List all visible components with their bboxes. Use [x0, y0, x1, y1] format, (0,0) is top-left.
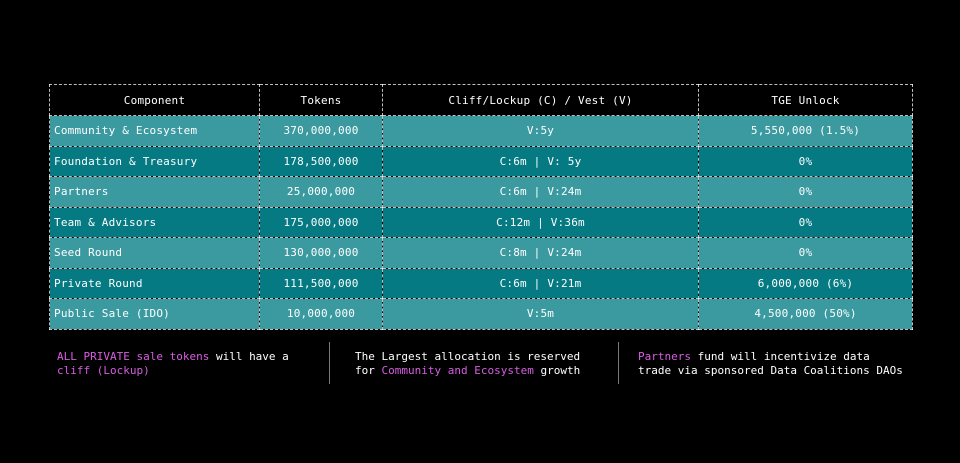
cell-tokens: 111,500,000	[259, 267, 383, 299]
table-row: Public Sale (IDO) 10,000,000 V:5m 4,500,…	[49, 298, 913, 330]
cell-tge-unlock: 6,000,000 (6%)	[698, 267, 913, 299]
cell-tge-unlock: 0%	[698, 145, 913, 177]
cell-tokens: 10,000,000	[259, 298, 383, 330]
table-row: Team & Advisors 175,000,000 C:12m | V:36…	[49, 206, 913, 238]
note-highlight: ALL PRIVATE sale tokens	[57, 350, 210, 363]
cell-cliff-vest: V:5y	[382, 115, 699, 147]
cell-tokens: 130,000,000	[259, 237, 383, 269]
cell-tge-unlock: 5,550,000 (1.5%)	[698, 115, 913, 147]
cell-component: Team & Advisors	[49, 206, 260, 238]
note-text: growth	[533, 364, 581, 377]
cell-cliff-vest: C:6m | V:24m	[382, 176, 699, 208]
note-divider	[618, 342, 619, 384]
footnotes: ALL PRIVATE sale tokens will have a clif…	[0, 342, 960, 384]
cell-component: Private Round	[49, 267, 260, 299]
cell-cliff-vest: C:8m | V:24m	[382, 237, 699, 269]
cell-component: Partners	[49, 176, 260, 208]
cell-tokens: 25,000,000	[259, 176, 383, 208]
header-component: Component	[49, 84, 260, 116]
note-text: for	[355, 364, 382, 377]
cell-cliff-vest: C:6m | V:21m	[382, 267, 699, 299]
cell-tge-unlock: 0%	[698, 206, 913, 238]
cell-tokens: 175,000,000	[259, 206, 383, 238]
cell-cliff-vest: C:12m | V:36m	[382, 206, 699, 238]
cell-tge-unlock: 4,500,000 (50%)	[698, 298, 913, 330]
note-partners-fund: Partners fund will incentivize data trad…	[638, 350, 938, 378]
cell-cliff-vest: C:6m | V: 5y	[382, 145, 699, 177]
table-header-row: Component Tokens Cliff/Lockup (C) / Vest…	[49, 84, 913, 116]
cell-tge-unlock: 0%	[698, 176, 913, 208]
note-highlight: Community and Ecosystem	[381, 364, 534, 377]
token-allocation-table: Component Tokens Cliff/Lockup (C) / Vest…	[49, 84, 913, 330]
cell-cliff-vest: V:5m	[382, 298, 699, 330]
note-text: The Largest allocation is reserved	[355, 350, 581, 363]
cell-tokens: 370,000,000	[259, 115, 383, 147]
note-text: trade via sponsored Data Coalitions DAOs	[638, 364, 903, 377]
header-tge-unlock: TGE Unlock	[698, 84, 913, 116]
note-largest-allocation: The Largest allocation is reserved for C…	[355, 350, 605, 378]
header-cliff-vest: Cliff/Lockup (C) / Vest (V)	[382, 84, 699, 116]
note-highlight: Partners	[638, 350, 691, 363]
note-text: fund will incentivize data	[690, 350, 870, 363]
header-tokens: Tokens	[259, 84, 383, 116]
note-private-sale: ALL PRIVATE sale tokens will have a clif…	[57, 350, 317, 378]
table-row: Community & Ecosystem 370,000,000 V:5y 5…	[49, 115, 913, 147]
note-divider	[329, 342, 330, 384]
note-text: will have a	[209, 350, 289, 363]
table-row: Foundation & Treasury 178,500,000 C:6m |…	[49, 145, 913, 177]
cell-component: Public Sale (IDO)	[49, 298, 260, 330]
token-allocation-table-container: Component Tokens Cliff/Lockup (C) / Vest…	[49, 84, 913, 330]
table-row: Partners 25,000,000 C:6m | V:24m 0%	[49, 176, 913, 208]
table-row: Seed Round 130,000,000 C:8m | V:24m 0%	[49, 237, 913, 269]
note-highlight: cliff (Lockup)	[57, 364, 150, 377]
cell-tokens: 178,500,000	[259, 145, 383, 177]
cell-component: Seed Round	[49, 237, 260, 269]
cell-component: Community & Ecosystem	[49, 115, 260, 147]
cell-component: Foundation & Treasury	[49, 145, 260, 177]
cell-tge-unlock: 0%	[698, 237, 913, 269]
table-row: Private Round 111,500,000 C:6m | V:21m 6…	[49, 267, 913, 299]
